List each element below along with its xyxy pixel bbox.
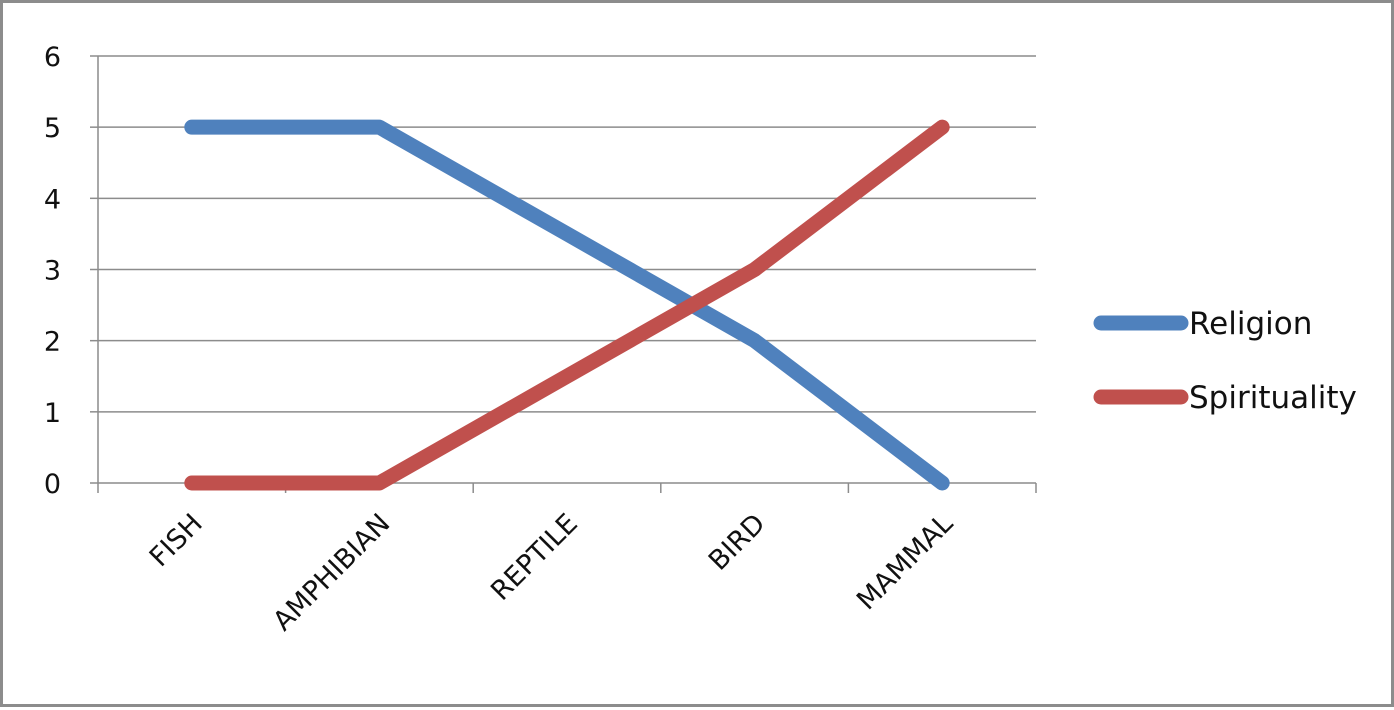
- legend-label: Spirituality: [1189, 380, 1357, 416]
- x-tick-label: AMPHIBIAN: [267, 508, 396, 637]
- series-lines: [184, 119, 950, 491]
- x-tick-label: BIRD: [703, 508, 772, 577]
- x-tick-label: REPTILE: [485, 508, 584, 607]
- y-tick-label: 4: [44, 184, 61, 215]
- y-tick-label: 1: [44, 398, 61, 429]
- y-tick-label: 0: [44, 469, 61, 500]
- x-tick-label: FISH: [144, 508, 209, 573]
- y-tick-label: 6: [44, 42, 61, 73]
- x-tick-label: MAMMAL: [851, 508, 959, 616]
- y-tick-label: 5: [44, 113, 61, 144]
- series-line-spirituality: [184, 119, 950, 491]
- series-line-religion: [184, 119, 950, 491]
- legend-label: Religion: [1189, 306, 1312, 342]
- legend: Religion Spirituality: [1093, 306, 1357, 416]
- y-tick-label: 3: [44, 256, 61, 287]
- y-tick-label: 2: [44, 327, 61, 358]
- line-chart: 0 1 2 3 4 5 6 FISH AMPHIBIAN REPTILE BIRD MAMMAL Re…: [44, 42, 1357, 637]
